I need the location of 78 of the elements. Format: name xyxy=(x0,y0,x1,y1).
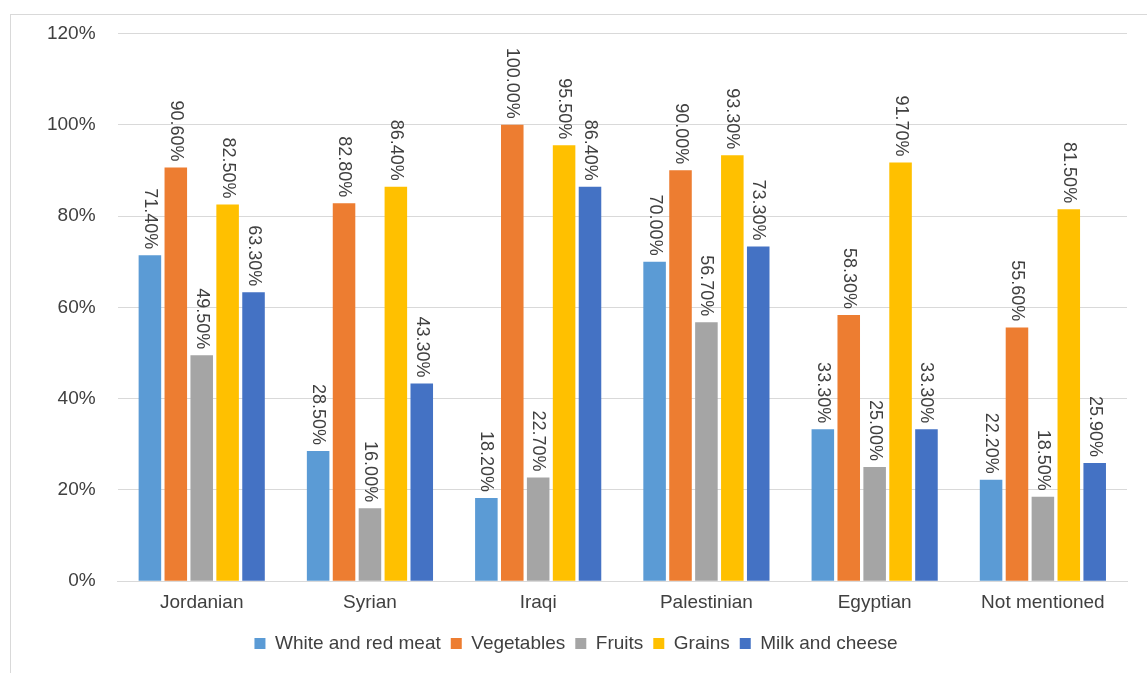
legend-label: Milk and cheese xyxy=(760,631,898,653)
bar xyxy=(306,451,330,581)
data-label: 18.20% xyxy=(477,431,498,493)
bar xyxy=(358,508,382,581)
data-label: 82.80% xyxy=(335,136,356,198)
bar xyxy=(746,246,770,581)
data-label: 63.30% xyxy=(244,225,265,287)
data-label: 22.20% xyxy=(982,412,1003,474)
legend-label: White and red meat xyxy=(274,631,442,653)
data-label: 86.40% xyxy=(581,119,602,181)
bar xyxy=(578,186,602,581)
data-label: 25.90% xyxy=(1085,395,1106,457)
data-label: 93.30% xyxy=(723,88,744,150)
bar xyxy=(242,292,265,581)
bar xyxy=(695,322,718,581)
y-tick-label: 40% xyxy=(57,386,96,408)
x-tick-label: Egyptian xyxy=(837,590,912,612)
bar xyxy=(190,355,213,581)
data-label: 91.70% xyxy=(891,95,912,157)
data-label: 90.00% xyxy=(671,103,692,165)
x-tick-label: Syrian xyxy=(343,590,397,612)
x-tick-label: Iraqi xyxy=(519,590,557,612)
y-tick-label: 100% xyxy=(46,112,96,134)
bar xyxy=(669,170,692,581)
data-label: 33.30% xyxy=(917,362,938,424)
data-label: 58.30% xyxy=(839,248,860,310)
x-tick-label: Not mentioned xyxy=(981,590,1105,612)
bar xyxy=(332,203,356,581)
legend-label: Vegetables xyxy=(471,631,566,653)
data-label: 33.30% xyxy=(813,362,834,424)
bar xyxy=(1083,462,1106,581)
bar xyxy=(138,255,162,581)
bar xyxy=(979,479,1003,581)
data-label: 28.50% xyxy=(309,384,330,446)
data-label: 56.70% xyxy=(697,255,718,317)
data-label: 95.50% xyxy=(555,78,576,140)
data-label: 100.00% xyxy=(503,47,524,119)
data-label: 86.40% xyxy=(386,119,407,181)
data-label: 90.60% xyxy=(166,100,187,162)
bar xyxy=(526,477,550,581)
bar xyxy=(475,498,498,581)
data-label: 49.50% xyxy=(192,288,213,350)
data-label: 25.00% xyxy=(865,400,886,462)
data-label: 73.30% xyxy=(749,179,770,241)
bar xyxy=(863,467,886,581)
data-label: 81.50% xyxy=(1059,142,1080,204)
y-tick-label: 20% xyxy=(57,478,96,500)
legend-label: Fruits xyxy=(595,631,644,653)
y-tick-label: 60% xyxy=(57,295,96,317)
bar xyxy=(1031,496,1055,581)
data-label: 70.00% xyxy=(645,194,666,256)
bar xyxy=(889,162,912,581)
legend-label: Grains xyxy=(673,631,730,653)
data-label: 22.70% xyxy=(529,410,550,472)
bar xyxy=(164,167,188,581)
data-label: 82.50% xyxy=(218,137,239,199)
x-tick-label: Jordanian xyxy=(159,590,244,612)
data-label: 18.50% xyxy=(1033,429,1054,491)
data-label: 16.00% xyxy=(360,441,381,503)
bar xyxy=(643,261,666,581)
bar xyxy=(915,429,938,581)
bar xyxy=(1005,327,1029,581)
x-tick-label: Palestinian xyxy=(659,590,753,612)
bar xyxy=(811,429,835,581)
data-label: 71.40% xyxy=(140,188,161,250)
y-tick-label: 0% xyxy=(68,569,96,591)
y-tick-label: 120% xyxy=(46,21,96,43)
bar xyxy=(552,145,576,581)
y-tick-label: 80% xyxy=(57,204,96,226)
bar xyxy=(384,186,408,581)
bar xyxy=(216,204,239,581)
bar xyxy=(501,124,524,581)
bar xyxy=(837,315,861,581)
bar xyxy=(410,383,434,581)
data-label: 55.60% xyxy=(1008,260,1029,322)
data-label: 43.30% xyxy=(412,316,433,378)
bar xyxy=(721,155,744,581)
bar xyxy=(1057,209,1081,581)
